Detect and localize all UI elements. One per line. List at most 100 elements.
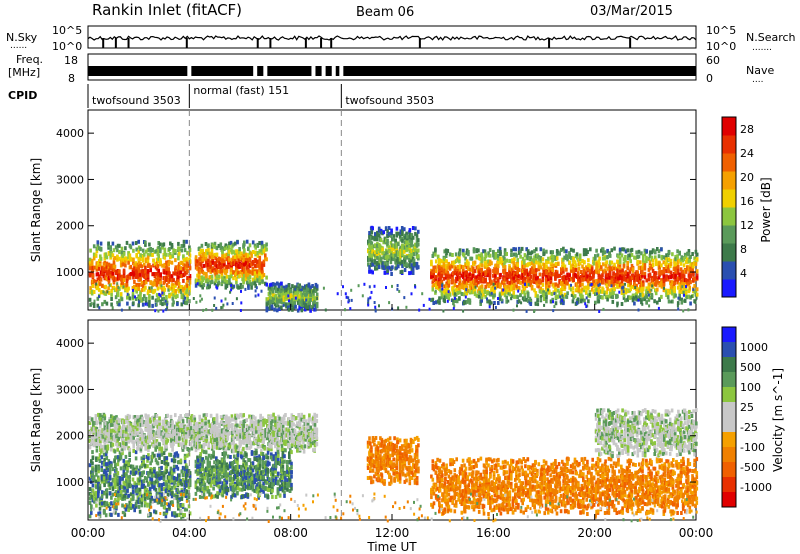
heatmap-cell — [600, 265, 603, 270]
heatmap-cell — [552, 263, 556, 268]
heatmap-cell — [634, 295, 637, 299]
heatmap-cell — [435, 284, 438, 289]
heatmap-cell — [578, 253, 582, 258]
heatmap-cell — [128, 482, 131, 487]
heatmap-cell — [162, 242, 166, 247]
heatmap-cell — [669, 275, 673, 280]
heatmap-cell — [171, 283, 175, 288]
heatmap-cell — [511, 268, 514, 272]
heatmap-cell — [594, 300, 597, 305]
heatmap-cell — [161, 302, 164, 307]
heatmap-cell — [99, 256, 103, 261]
heatmap-cell — [324, 308, 327, 312]
heatmap-cell — [434, 265, 437, 270]
heatmap-cell — [608, 291, 612, 296]
heatmap-cell — [143, 252, 146, 257]
heatmap-cell — [382, 251, 385, 256]
heatmap-cell — [660, 294, 663, 299]
heatmap-cell — [214, 278, 217, 283]
heatmap-cell — [643, 271, 647, 276]
heatmap-cell — [305, 298, 308, 302]
heatmap-cell — [350, 288, 353, 292]
heatmap-cell — [285, 290, 288, 295]
heatmap-cell — [525, 247, 528, 252]
heatmap-cell — [394, 253, 397, 258]
heatmap-cell — [236, 255, 239, 260]
heatmap-cell — [122, 268, 126, 273]
heatmap-cell — [376, 255, 379, 260]
heatmap-cell — [414, 242, 417, 247]
heatmap-cell — [114, 245, 118, 250]
heatmap-cell — [247, 260, 250, 265]
heatmap-cell — [462, 283, 466, 288]
heatmap-cell — [221, 278, 224, 283]
heatmap-cell — [662, 281, 666, 286]
heatmap-cell — [105, 301, 109, 306]
heatmap-cell — [662, 279, 666, 284]
heatmap-cell — [616, 304, 619, 308]
heatmap-cell — [294, 286, 297, 291]
heatmap-cell — [116, 475, 120, 480]
heatmap-cell — [200, 243, 204, 248]
heatmap-cell — [400, 269, 404, 274]
heatmap-cell — [250, 282, 253, 287]
heatmap-cell — [551, 297, 554, 302]
heatmap-cell — [228, 245, 231, 250]
heatmap-cell — [157, 254, 160, 259]
heatmap-cell — [608, 266, 612, 271]
heatmap-cell — [453, 296, 456, 300]
heatmap-cell — [494, 255, 498, 260]
heatmap-cell — [95, 282, 98, 286]
heatmap-cell — [403, 245, 407, 250]
heatmap-cell — [676, 249, 679, 254]
heatmap-cell — [561, 294, 564, 298]
heatmap-cell — [309, 298, 312, 303]
heatmap-cell — [384, 238, 388, 243]
heatmap-cell — [518, 294, 521, 298]
heatmap-cell — [490, 261, 493, 266]
heatmap-cell — [110, 292, 113, 297]
heatmap-cell — [470, 282, 474, 287]
heatmap-cell — [180, 248, 184, 253]
heatmap-cell — [666, 266, 670, 271]
heatmap-cell — [530, 250, 534, 255]
heatmap-cell — [484, 284, 487, 289]
heatmap-cell — [183, 248, 187, 253]
heatmap-cell — [273, 297, 275, 301]
heatmap-cell — [185, 256, 188, 261]
heatmap-cell — [227, 252, 230, 257]
freq-gap — [253, 66, 258, 76]
heatmap-cell — [633, 280, 636, 285]
heatmap-cell — [122, 278, 126, 283]
heatmap-cell — [315, 284, 319, 289]
heatmap-cell — [549, 269, 553, 274]
heatmap-cell — [142, 479, 145, 484]
heatmap-cell — [172, 293, 175, 298]
heatmap-cell — [306, 299, 309, 304]
heatmap-cell — [180, 274, 184, 278]
heatmap-cell — [572, 267, 575, 271]
heatmap-cell — [511, 280, 514, 285]
heatmap-cell — [151, 295, 154, 300]
heatmap-cell — [683, 293, 685, 297]
heatmap-cell — [120, 246, 124, 251]
heatmap-cell — [492, 273, 495, 278]
heatmap-cell — [221, 305, 224, 309]
heatmap-cell — [136, 487, 140, 492]
heatmap-cell — [183, 263, 187, 268]
heatmap-cell — [645, 255, 648, 260]
heatmap-cell — [102, 290, 105, 294]
heatmap-cell — [477, 256, 481, 261]
heatmap-cell — [414, 285, 417, 289]
heatmap-cell — [525, 268, 528, 273]
heatmap-cell — [131, 484, 135, 489]
heatmap-cell — [490, 291, 493, 295]
heatmap-cell — [601, 279, 605, 283]
heatmap-cell — [657, 254, 661, 259]
heatmap-cell — [248, 258, 252, 263]
heatmap-cell — [610, 278, 614, 283]
heatmap-cell — [512, 247, 515, 252]
heatmap-cell — [211, 243, 215, 248]
heatmap-cell — [228, 241, 231, 246]
